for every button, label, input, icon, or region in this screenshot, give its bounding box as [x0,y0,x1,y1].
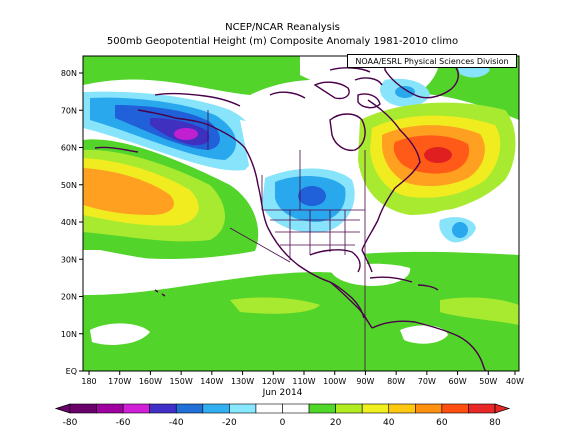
subtropic-neutral [83,246,368,295]
colorbar-swatch [229,403,257,414]
lon-label: 80W [387,377,405,386]
lon-label: 130W [231,377,254,386]
tropic-neutral-1 [90,323,150,345]
colorbar-swatch [202,403,230,414]
pacific-orange [83,168,174,215]
longitude-axis: 180 170W 160W 150W 140W 130W 120W 110W 100W 90W 80… [81,371,524,386]
tropic-neutral-2 [400,325,448,344]
lon-label: 50W [479,377,497,386]
credit-box: NOAA/ESRL Physical Sciences Division [347,54,517,68]
colorbar-swatch [149,403,177,414]
lat-label: 70N [61,106,77,115]
lon-label: 170W [108,377,131,386]
map-title: NCEP/NCAR Reanalysis [225,22,340,33]
latitude-axis: 80N 70N 60N 50N 40N 30N 20N 10N EQ [61,69,83,376]
colorbar-swatch [69,403,97,414]
lat-label: 10N [61,330,77,339]
colorbar-swatch [282,403,310,414]
colorbar-swatch [308,403,336,414]
caribbean-neutral [330,263,411,286]
lon-label: 180 [81,377,96,386]
lon-label: 60W [449,377,467,386]
colorbar-label: -60 [116,418,131,428]
colorbar-label: 60 [436,418,448,428]
lon-label: 40W [506,377,524,386]
colorbar-swatch [122,403,150,414]
colorbar-label: 20 [330,418,342,428]
map-frame [82,55,520,372]
colorbar-label: 0 [280,418,286,428]
colorbar-swatch [255,403,283,414]
colorbar-label: -80 [63,418,78,428]
lat-label: EQ [66,367,77,376]
political-borders [207,110,366,371]
colorbar-swatch [96,403,124,414]
colorbar-swatch [468,403,496,414]
colorbar-arrow-right [494,403,511,414]
lon-label: 160W [139,377,162,386]
colorbar-swatch [361,403,390,414]
atlantic-tropic-lightgreen [440,297,519,325]
lat-label: 40N [61,218,77,227]
map-subtitle: 500mb Geopotential Height (m) Composite … [106,36,459,47]
lon-label: 140W [200,377,223,386]
lat-label: 30N [61,255,77,264]
anomaly-field [83,56,519,371]
lat-label: 80N [61,69,77,78]
tropic-lightgreen [230,297,320,314]
arctic-skyblue [395,86,415,98]
colorbar-label: 40 [383,418,395,428]
colorbar-label: 80 [489,418,501,428]
lon-label: 110W [292,377,315,386]
colorbar-swatch [175,403,204,414]
lat-label: 20N [61,293,77,302]
colorbar-arrow-left [54,403,71,414]
westcoast-neutral [240,120,339,182]
colorbar: -80 -60 -40 -20 0 20 40 60 80 [54,403,511,428]
colorbar-swatch [388,403,416,414]
lon-label: 100W [323,377,346,386]
colorbar-swatch [415,403,443,414]
colorbar-label: -20 [222,418,237,428]
central-blue [298,186,326,206]
atlantic-skyblue [452,222,468,238]
lat-label: 50N [61,181,77,190]
colorbar-swatch [335,403,363,414]
colorbar-swatch [441,403,469,414]
lon-label: 150W [170,377,193,386]
east-canada-deepred [424,147,452,163]
period-label: Jun 2014 [262,388,303,398]
colorbar-label: -40 [169,418,184,428]
alaska-magenta [174,128,198,140]
lat-label: 60N [61,144,77,153]
lon-label: 120W [262,377,285,386]
lon-label: 90W [356,377,374,386]
lon-label: 70W [418,377,436,386]
